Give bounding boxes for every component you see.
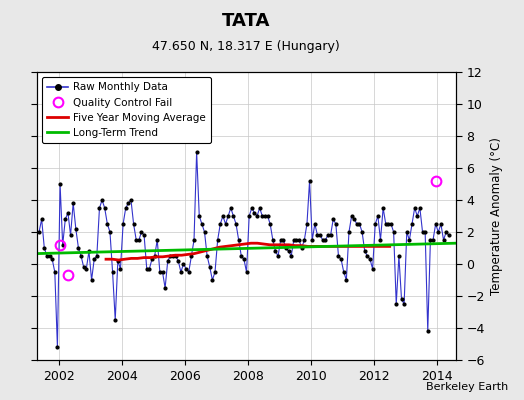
Text: 47.650 N, 18.317 E (Hungary): 47.650 N, 18.317 E (Hungary) — [152, 40, 340, 53]
Y-axis label: Temperature Anomaly (°C): Temperature Anomaly (°C) — [490, 137, 503, 295]
Legend: Raw Monthly Data, Quality Control Fail, Five Year Moving Average, Long-Term Tren: Raw Monthly Data, Quality Control Fail, … — [42, 77, 211, 143]
Text: Berkeley Earth: Berkeley Earth — [426, 382, 508, 392]
Text: TATA: TATA — [222, 12, 270, 30]
